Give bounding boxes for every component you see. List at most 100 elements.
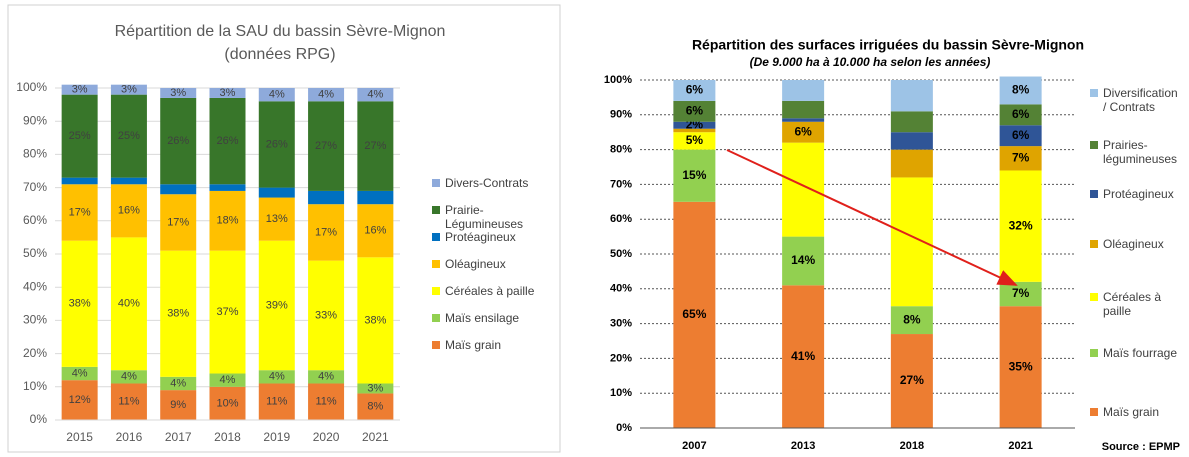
data-label: 4% <box>318 371 334 383</box>
data-label: 12% <box>69 394 91 406</box>
bar-segment <box>999 125 1042 147</box>
bar-segment <box>308 370 345 384</box>
bar-segment <box>258 370 295 384</box>
x-tick-label: 2019 <box>263 430 290 444</box>
bar-segment <box>673 201 716 428</box>
data-label: 65% <box>682 307 706 321</box>
bar-segment <box>673 128 716 133</box>
data-label: 4% <box>269 89 285 101</box>
bar-segment <box>308 383 345 420</box>
trend-arrow <box>726 149 1018 286</box>
bar-segment <box>61 94 98 178</box>
data-label: 38% <box>167 308 189 320</box>
y-tick-label: 90% <box>23 113 47 127</box>
bar-segment <box>890 334 933 428</box>
plots: 0% 10% 20% 30% 40% 50% 60% 70% 80% 90% 100% 2015 12%… <box>16 74 1075 452</box>
legend-label: Maïs ensilage <box>445 311 520 325</box>
bar-segment <box>61 84 98 95</box>
y-tick-label: 100% <box>16 80 47 94</box>
legend-label: Oléagineux <box>1103 237 1164 251</box>
data-label: 40% <box>118 298 140 310</box>
bar-segment <box>209 88 246 98</box>
source: Source : EPMP <box>1102 441 1180 453</box>
bar-segment <box>357 393 394 420</box>
bar-segment <box>782 118 825 122</box>
legend-item: Maïs grain <box>432 338 557 352</box>
legend-swatch <box>432 287 440 295</box>
chart-title: Répartition des surfaces irriguées du ba… <box>692 37 1084 53</box>
data-label: 13% <box>266 213 288 225</box>
chart-subtitle: (données RPG) <box>224 46 335 63</box>
legend-label: Céréales à paille <box>445 284 535 298</box>
x-tick-label: 2021 <box>362 430 389 444</box>
data-label: 9% <box>170 399 186 411</box>
data-label: 6% <box>686 103 704 117</box>
data-label: 7% <box>1012 286 1030 300</box>
bar-segment <box>673 149 716 202</box>
bar-segment <box>357 101 394 191</box>
bar-segment <box>110 237 147 371</box>
legend-label: Prairie-Légumineuses <box>445 203 524 231</box>
bar-segment <box>258 88 295 102</box>
legend-item: Protéagineux <box>432 230 557 244</box>
bar-segment <box>782 236 825 286</box>
data-label: 4% <box>72 367 88 379</box>
data-label: 3% <box>367 382 383 394</box>
bar-segment <box>160 97 197 185</box>
data-label: 16% <box>364 225 386 237</box>
y-tick-label: 90% <box>610 109 632 121</box>
bar-segment <box>782 100 825 119</box>
legend-label: Maïs grain <box>445 338 502 352</box>
bar-segment <box>890 80 933 112</box>
legend-swatch <box>432 314 440 322</box>
data-label: 17% <box>315 226 337 238</box>
bar-segment <box>673 100 716 122</box>
bar-segment <box>209 373 246 387</box>
data-label: 25% <box>118 130 140 142</box>
data-label: 11% <box>266 396 287 408</box>
bar-segment <box>110 84 147 95</box>
bar-segment <box>160 390 197 420</box>
data-label: 4% <box>367 89 383 101</box>
legend-item: Céréales à paille <box>1090 290 1185 318</box>
data-label: 8% <box>903 312 921 326</box>
y-tick-label: 70% <box>23 180 47 194</box>
bar-segment <box>160 88 197 98</box>
bar-segment <box>357 257 394 384</box>
legend-swatch <box>432 179 440 187</box>
data-label: 11% <box>118 396 139 408</box>
y-tick-label: 50% <box>610 248 632 260</box>
data-label: 3% <box>170 87 186 99</box>
data-label: 17% <box>69 206 91 218</box>
bar-segment <box>110 94 147 178</box>
legend-swatch <box>1090 190 1098 198</box>
data-label: 16% <box>118 205 140 217</box>
bar-segment <box>673 132 716 150</box>
bar-segment <box>209 386 246 420</box>
legend-swatch <box>1090 240 1098 248</box>
data-label: 5% <box>686 133 704 147</box>
bar-segment <box>782 80 825 101</box>
bar-segment <box>673 80 716 101</box>
data-label: 39% <box>266 299 288 311</box>
y-tick-label: 0% <box>616 422 632 434</box>
x-tick-label: 2021 <box>1008 440 1032 452</box>
bar-segment <box>357 190 394 205</box>
bar-segment <box>110 370 147 384</box>
bar-segment <box>61 184 98 241</box>
bar-segment <box>999 76 1042 105</box>
data-label: 3% <box>121 84 137 96</box>
data-label: 11% <box>315 396 336 408</box>
y-tick-label: 40% <box>23 279 47 293</box>
legend-swatch <box>1090 349 1098 357</box>
legend-label: Prairies-légumineuses <box>1103 138 1178 166</box>
data-label: 26% <box>167 135 189 147</box>
bar-segment <box>209 250 246 374</box>
chart-title: Répartition de la SAU du bassin Sèvre-Mi… <box>115 23 446 40</box>
bar-segment <box>160 194 197 251</box>
bar-segment <box>308 190 345 205</box>
legend-label: Céréales à paille <box>1103 290 1162 318</box>
legend-swatch <box>1090 89 1098 97</box>
bar-segment <box>782 121 825 143</box>
